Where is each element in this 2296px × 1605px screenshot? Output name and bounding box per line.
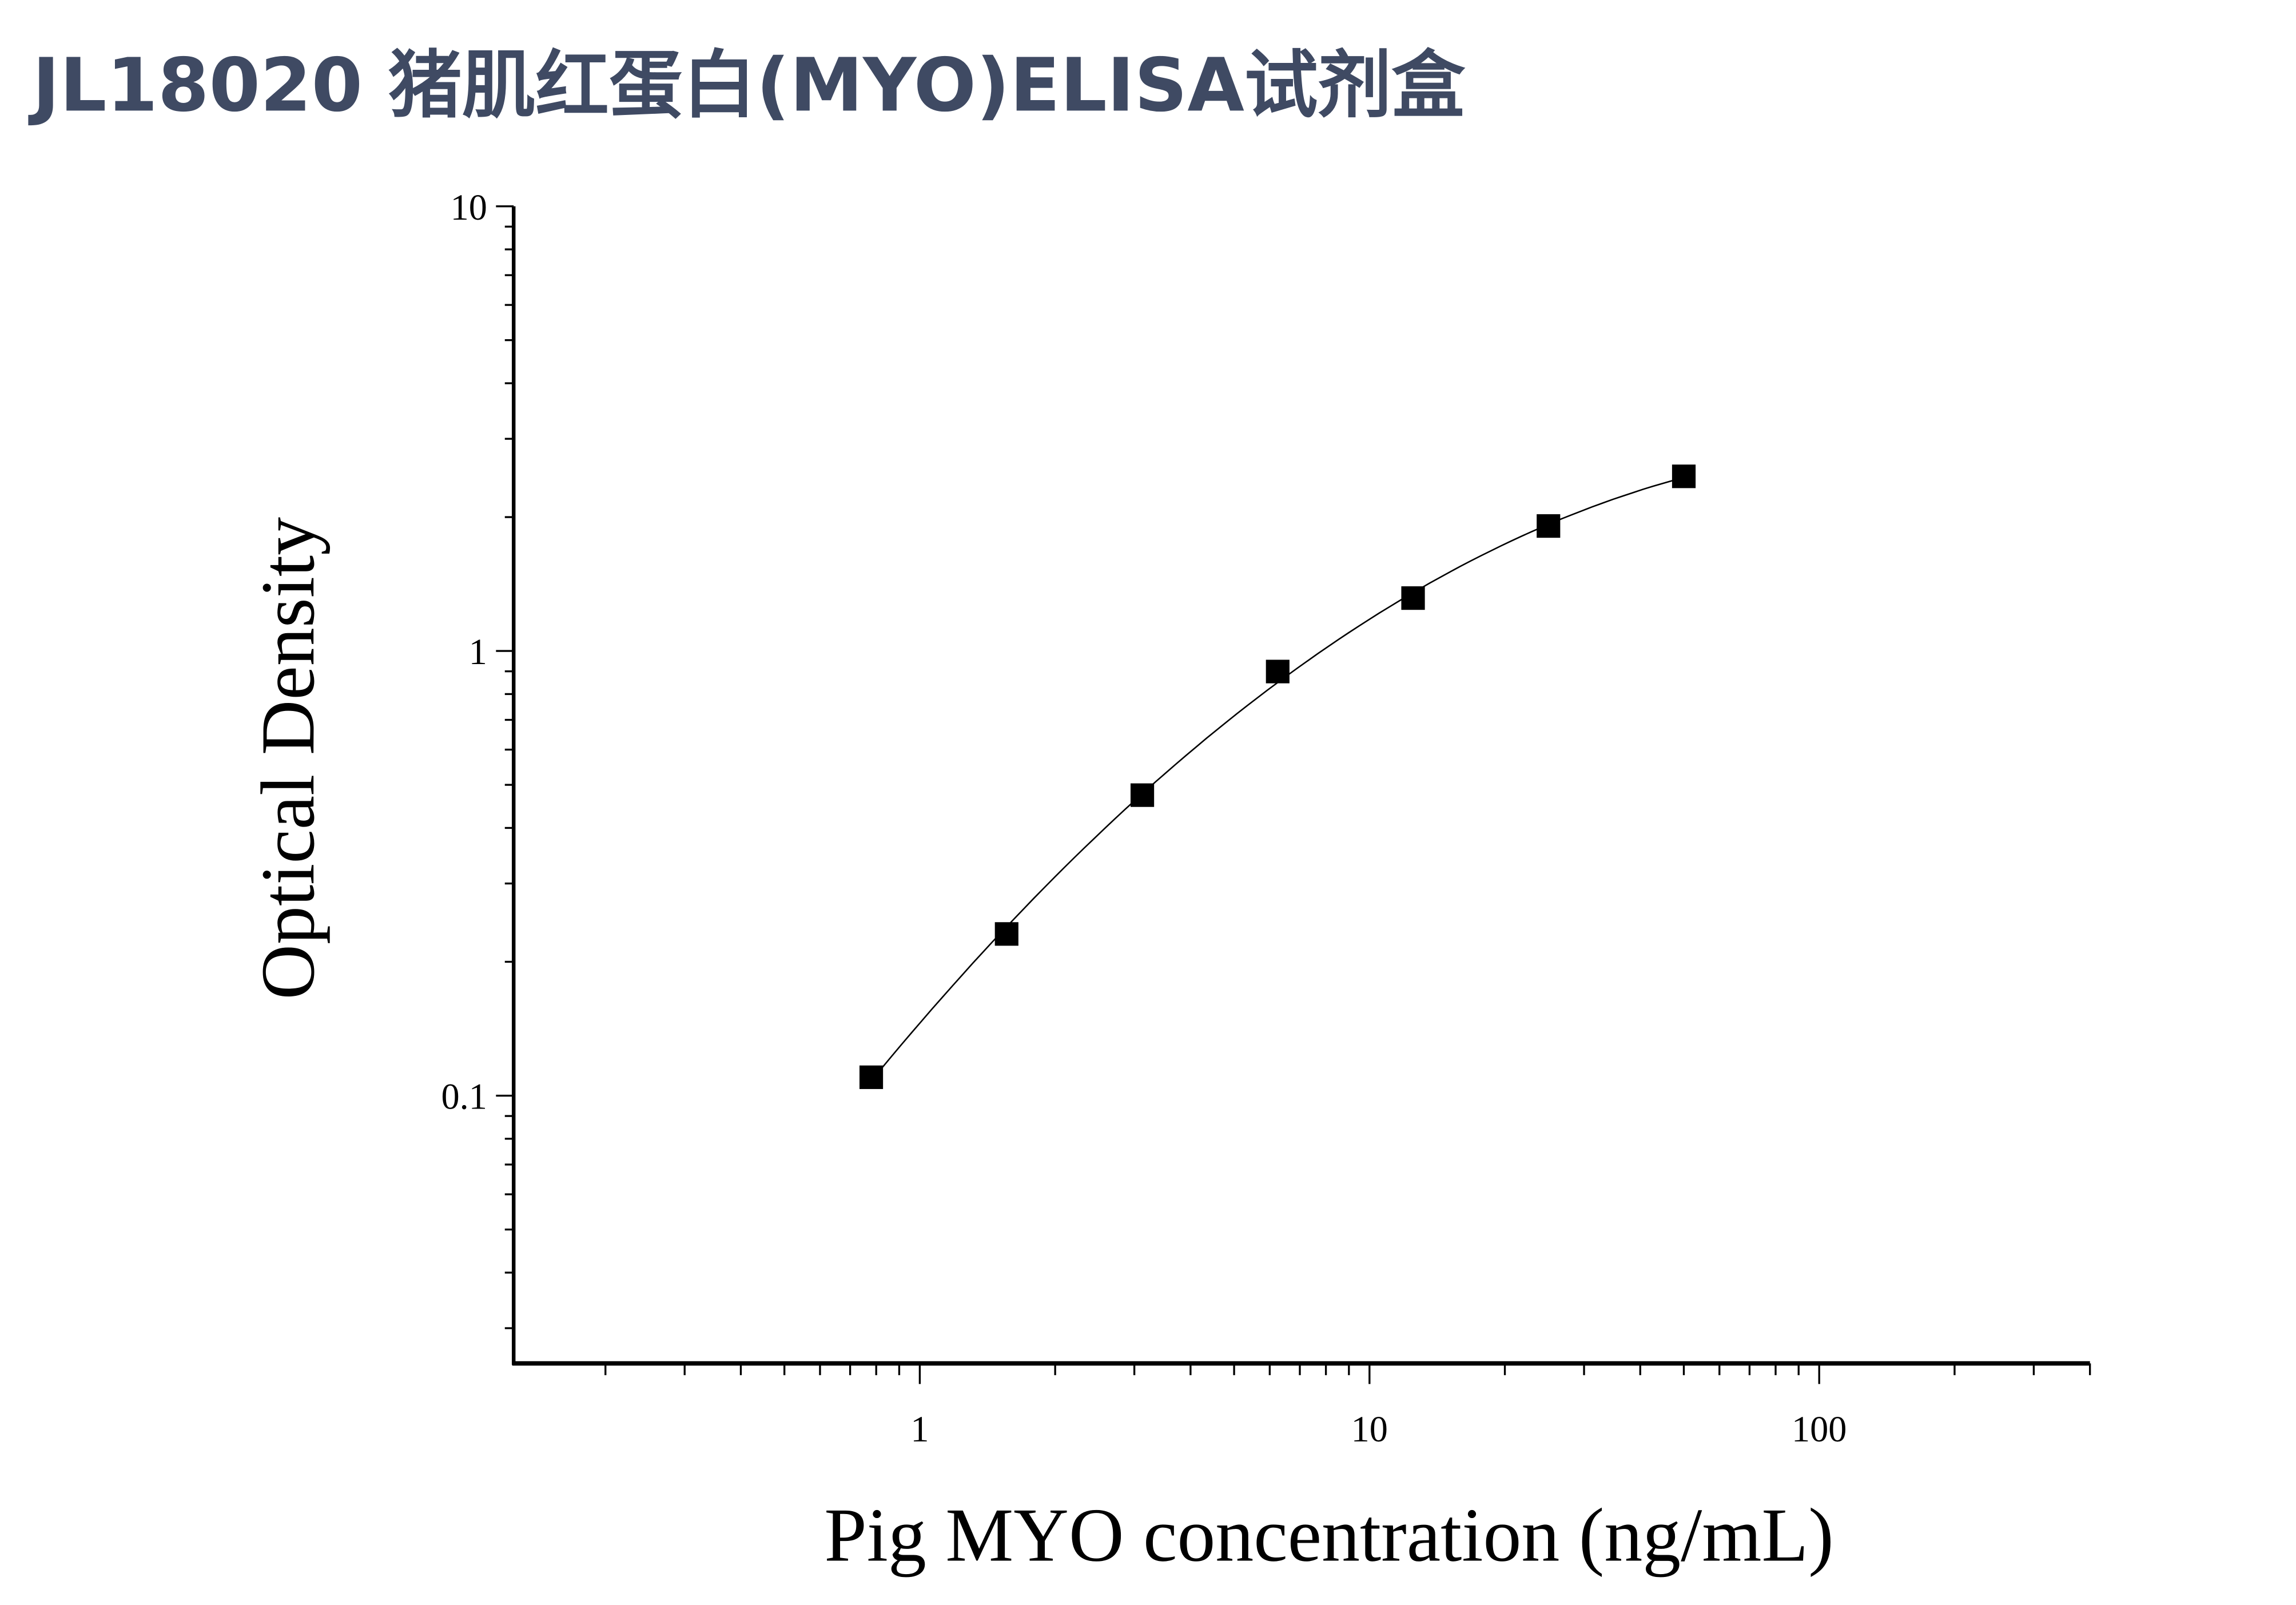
fit-curve-line (870, 476, 1684, 1082)
x-tick-label: 100 (1792, 1409, 1847, 1449)
data-point (1537, 514, 1561, 538)
data-point (1266, 660, 1290, 684)
data-point (1130, 783, 1155, 807)
data-point (859, 1065, 884, 1089)
data-point (994, 922, 1018, 946)
axes: 1 10 100 0.1 1 10 (441, 187, 2091, 1449)
x-tick-label: 10 (1351, 1409, 1388, 1449)
y-tick-label: 0.1 (441, 1076, 487, 1117)
fit-curve (870, 476, 1684, 1082)
y-tick-label: 1 (469, 631, 487, 672)
data-point (1672, 464, 1696, 488)
chart-title: JL18020 猪肌红蛋白(MYO)ELISA试剂盒 (28, 43, 1466, 128)
data-points (859, 464, 1696, 1089)
y-axis-label: Optical Density (245, 517, 330, 1000)
y-tick-label: 10 (451, 187, 487, 228)
x-axis-label: Pig MYO concentration (ng/mL) (824, 1492, 1833, 1577)
data-point (1401, 586, 1425, 610)
x-tick-label: 1 (910, 1409, 929, 1449)
